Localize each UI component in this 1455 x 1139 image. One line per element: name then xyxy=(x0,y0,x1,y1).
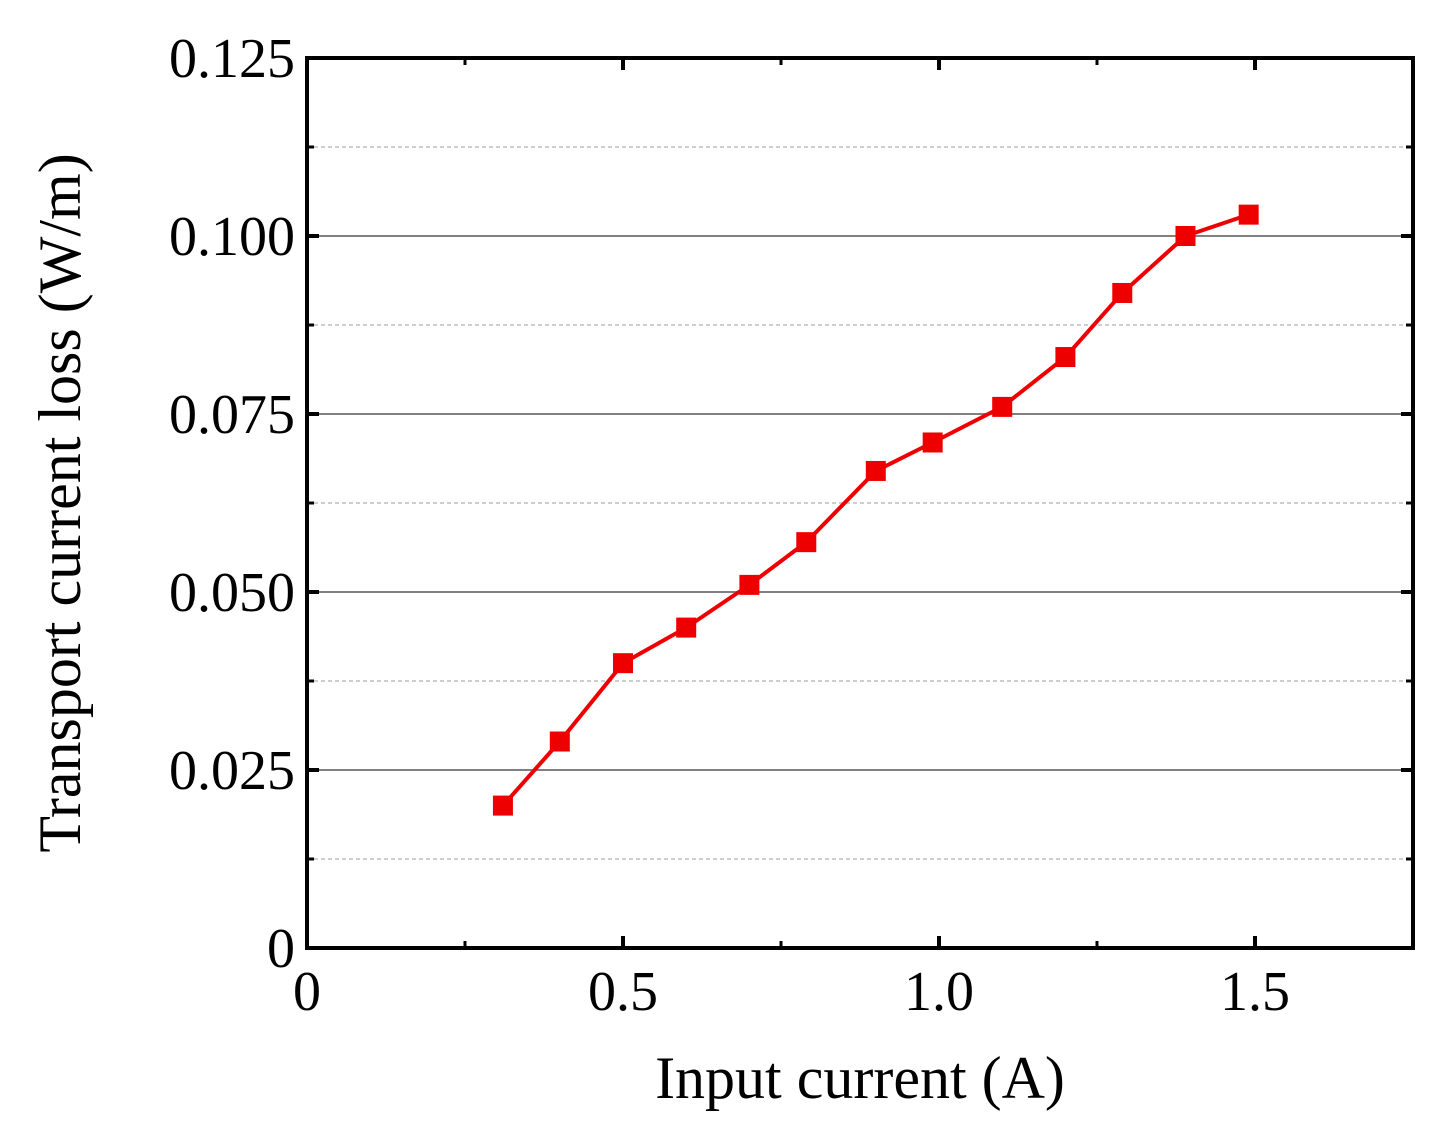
data-point-marker xyxy=(1112,282,1133,303)
y-axis-label: Transport current loss (W/m) xyxy=(27,153,93,852)
y-tick-label: 0.125 xyxy=(169,28,295,90)
data-point-marker xyxy=(992,396,1013,417)
x-tick-label: 0 xyxy=(293,961,321,1023)
y-tick-label: 0 xyxy=(267,918,295,980)
data-point-marker xyxy=(1055,347,1076,368)
data-point-marker xyxy=(739,574,760,595)
y-tick-label: 0.050 xyxy=(169,562,295,624)
data-point-marker xyxy=(796,532,817,553)
data-point-marker xyxy=(865,460,886,481)
data-point-marker xyxy=(922,432,943,453)
y-tick-label: 0.075 xyxy=(169,384,295,446)
plot-frame xyxy=(305,56,1415,950)
data-point-marker xyxy=(1238,204,1259,225)
data-series xyxy=(492,204,1259,816)
data-point-marker xyxy=(549,731,570,752)
tick-labels: 0 0.025 0.050 0.075 0.100 0.125 0 0.5 1.0 1.5 xyxy=(169,28,1290,1023)
data-point-marker xyxy=(1175,226,1196,246)
data-point-marker xyxy=(492,795,513,816)
x-axis-label: Input current (A) xyxy=(655,1045,1065,1111)
x-tick-label: 0.5 xyxy=(588,961,658,1023)
data-point-marker xyxy=(613,653,633,674)
series-line xyxy=(501,212,1250,807)
data-point-marker xyxy=(676,617,697,638)
grid-lines xyxy=(307,146,1413,860)
y-tick-label: 0.100 xyxy=(169,206,295,268)
x-tick-label: 1.0 xyxy=(904,961,974,1023)
y-tick-label: 0.025 xyxy=(169,740,295,802)
x-tick-label: 1.5 xyxy=(1220,961,1290,1023)
